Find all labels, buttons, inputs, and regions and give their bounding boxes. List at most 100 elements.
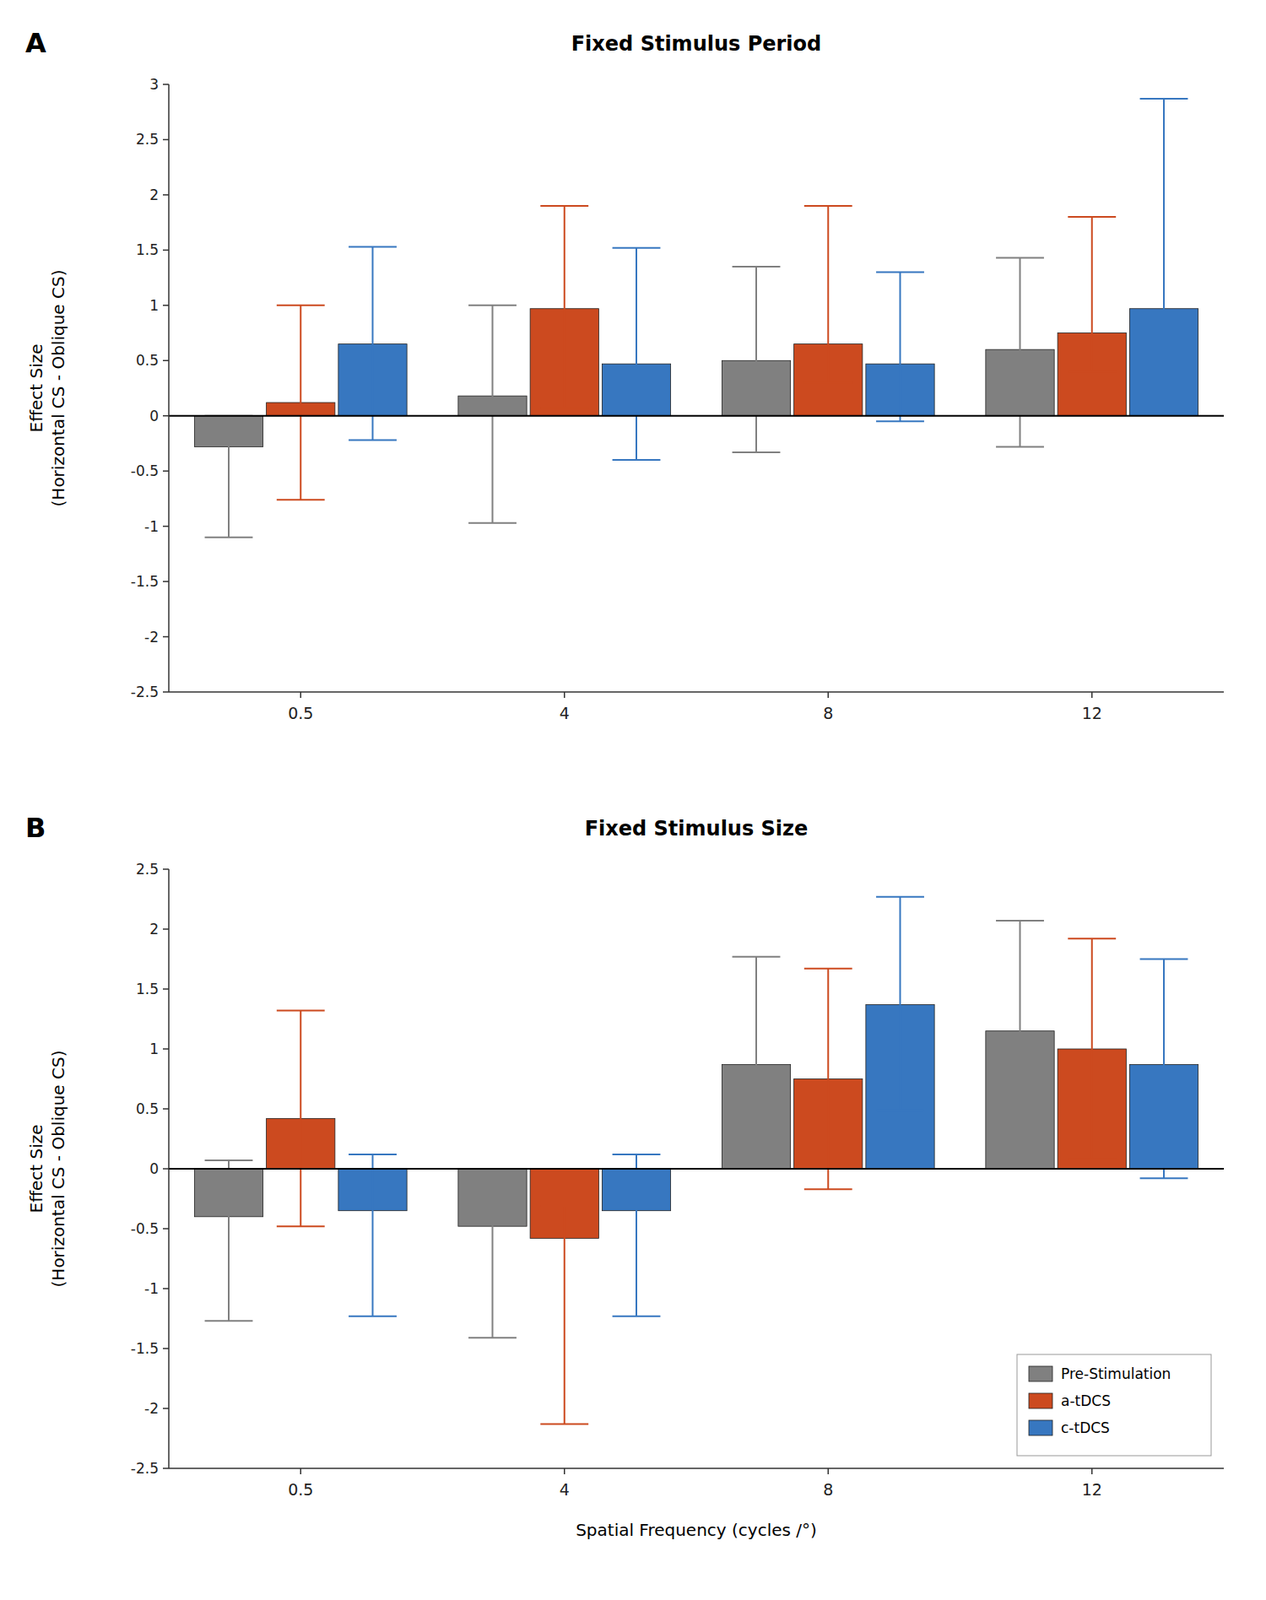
error-stem xyxy=(899,272,902,422)
error-stem xyxy=(1091,216,1093,372)
y-tick-label: 3 xyxy=(149,75,159,93)
error-cap xyxy=(1140,1177,1189,1180)
legend-box xyxy=(1017,1354,1212,1456)
y-tick-label: 0 xyxy=(149,407,159,425)
error-stem xyxy=(755,266,758,453)
legend-swatch xyxy=(1028,1366,1053,1382)
error-cap xyxy=(276,304,325,307)
x-tick xyxy=(1091,1468,1093,1475)
error-cap xyxy=(1140,958,1189,961)
y-axis-label: Effect Size(Horizontal CS - Oblique CS) xyxy=(26,270,69,508)
x-tick xyxy=(563,692,566,698)
error-cap xyxy=(612,247,661,249)
panel: Fixed Stimulus Period A Effect Size(Horizo… xyxy=(25,27,1224,723)
y-tick-label: -2 xyxy=(144,628,159,646)
zero-line xyxy=(168,415,1224,417)
error-stem xyxy=(635,1154,638,1317)
error-cap xyxy=(612,1315,661,1318)
error-cap xyxy=(348,245,397,248)
panel-label: A xyxy=(25,27,47,60)
y-tick xyxy=(162,1168,169,1170)
error-cap xyxy=(540,1205,589,1207)
error-bar xyxy=(732,266,781,453)
error-bar xyxy=(804,205,853,383)
y-tick xyxy=(162,1228,169,1230)
error-cap xyxy=(348,1153,397,1156)
error-cap xyxy=(348,439,397,442)
x-tick-label: 8 xyxy=(822,703,834,723)
y-tick-label: -1 xyxy=(144,1280,159,1298)
error-cap xyxy=(276,1225,325,1228)
error-cap xyxy=(1067,216,1116,218)
error-cap xyxy=(732,265,781,268)
error-stem xyxy=(1091,938,1093,1159)
y-tick xyxy=(162,360,169,363)
error-bar xyxy=(612,248,661,460)
legend: Pre-Stimulationa-tDCSc-tDCS xyxy=(1017,1354,1212,1456)
error-stem xyxy=(492,305,494,524)
y-tick xyxy=(162,1347,169,1350)
error-cap xyxy=(540,1422,589,1425)
error-stem xyxy=(755,957,758,1169)
chart: Fixed Stimulus PeriodAEffect Size(Horizo… xyxy=(0,0,1266,1600)
error-bar xyxy=(876,897,925,1111)
panel-label: B xyxy=(25,811,46,844)
error-stem xyxy=(563,205,566,409)
x-axis xyxy=(168,1467,1224,1470)
y-tick xyxy=(162,636,169,639)
x-axis-label: Spatial Frequency (cycles /°) xyxy=(575,1520,817,1541)
error-cap xyxy=(1140,97,1189,100)
y-tick xyxy=(162,304,169,307)
y-tick-label: 2.5 xyxy=(135,860,159,878)
error-bar xyxy=(468,1168,517,1338)
error-bar xyxy=(276,1011,325,1228)
y-tick xyxy=(162,1287,169,1290)
y-tick-label: -2 xyxy=(144,1400,159,1418)
error-stem xyxy=(827,205,829,383)
y-tick xyxy=(162,868,169,871)
error-stem xyxy=(563,1206,566,1424)
error-cap xyxy=(205,536,254,539)
error-cap xyxy=(1067,370,1116,373)
error-cap xyxy=(468,522,517,525)
error-cap xyxy=(876,420,925,422)
error-cap xyxy=(540,407,589,410)
y-tick-label: 0.5 xyxy=(135,351,159,369)
x-tick xyxy=(300,1468,303,1475)
y-tick-label: 2.5 xyxy=(135,130,159,148)
y-axis xyxy=(167,869,170,1469)
title: Fixed Stimulus Period xyxy=(571,32,823,56)
error-bar xyxy=(276,305,325,500)
x-tick xyxy=(563,1468,566,1475)
y-tick-label: 1 xyxy=(149,1040,159,1058)
error-stem xyxy=(1019,258,1022,448)
error-cap xyxy=(468,1336,517,1339)
error-stem xyxy=(227,416,230,538)
y-tick xyxy=(162,1108,169,1110)
y-axis-label-line: (Horizontal CS - Oblique CS) xyxy=(48,270,69,508)
y-tick xyxy=(162,415,169,417)
error-cap xyxy=(804,968,853,970)
y-tick xyxy=(162,525,169,528)
y-tick-label: 1 xyxy=(149,297,159,314)
y-tick-label: 1.5 xyxy=(135,980,159,998)
error-stem xyxy=(1019,920,1022,1136)
error-bar xyxy=(348,246,397,440)
y-axis-label-line: Effect Size xyxy=(26,1125,47,1214)
y-axis xyxy=(167,84,170,693)
error-bar xyxy=(540,205,589,409)
error-stem xyxy=(827,968,829,1190)
y-tick-label: 1.5 xyxy=(135,241,159,259)
error-bar xyxy=(205,416,254,538)
legend-label: c-tDCS xyxy=(1060,1419,1110,1437)
error-stem xyxy=(227,1160,230,1321)
error-stem xyxy=(635,248,638,460)
y-tick-label: -1.5 xyxy=(130,573,159,590)
y-axis-label-line: Effect Size xyxy=(26,344,47,433)
error-bar xyxy=(876,272,925,422)
y-tick xyxy=(162,1407,169,1410)
error-cap xyxy=(732,956,781,958)
error-cap xyxy=(276,1010,325,1012)
x-tick-label: 0.5 xyxy=(287,1480,314,1499)
y-tick xyxy=(162,1467,169,1470)
